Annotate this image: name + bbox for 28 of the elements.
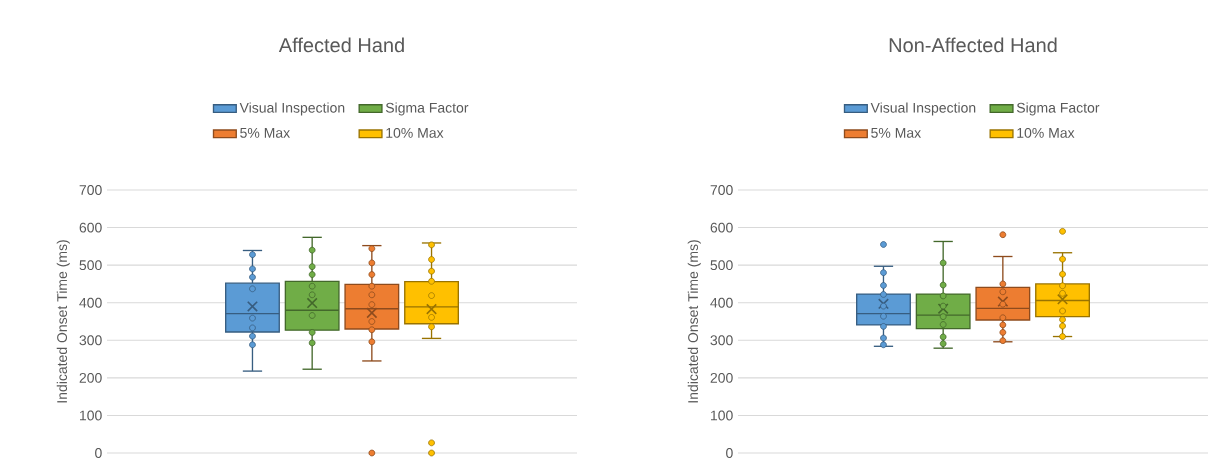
legend-label: 10% Max	[386, 127, 444, 138]
y-tick-label: 600	[79, 222, 102, 233]
legend-label: Visual Inspection	[870, 102, 976, 116]
y-tick-label: 500	[710, 260, 733, 271]
chart-title: Affected Hand	[278, 37, 404, 53]
y-tick-label: 700	[710, 185, 733, 195]
legend-label: Visual Inspection	[239, 102, 345, 116]
y-axis-title: Indicated Onset Time (ms)	[56, 240, 70, 403]
y-tick-label: 0	[95, 448, 102, 458]
y-tick-label: 200	[79, 372, 102, 383]
y-tick-label: 200	[710, 372, 733, 383]
y-tick-label: 100	[80, 410, 102, 421]
y-tick-label: 500	[79, 260, 102, 271]
legend-label: 5% Max	[871, 127, 921, 138]
y-tick-label: 0	[726, 448, 733, 458]
legend-label: Sigma Factor	[385, 102, 469, 116]
chart-title: Non-Affected Hand	[889, 37, 1057, 53]
legend-label: 10% Max	[1017, 127, 1075, 138]
legend-label: 5% Max	[240, 127, 290, 138]
y-tick-label: 600	[710, 222, 733, 233]
y-tick-label: 400	[79, 297, 102, 308]
y-tick-label: 400	[710, 297, 733, 308]
y-tick-label: 700	[79, 185, 102, 195]
y-tick-label: 100	[711, 410, 733, 421]
y-axis-title: Indicated Onset Time (ms)	[687, 240, 701, 403]
y-tick-label: 300	[710, 335, 733, 346]
y-tick-label: 300	[79, 335, 102, 346]
legend-label: Sigma Factor	[1016, 102, 1100, 116]
